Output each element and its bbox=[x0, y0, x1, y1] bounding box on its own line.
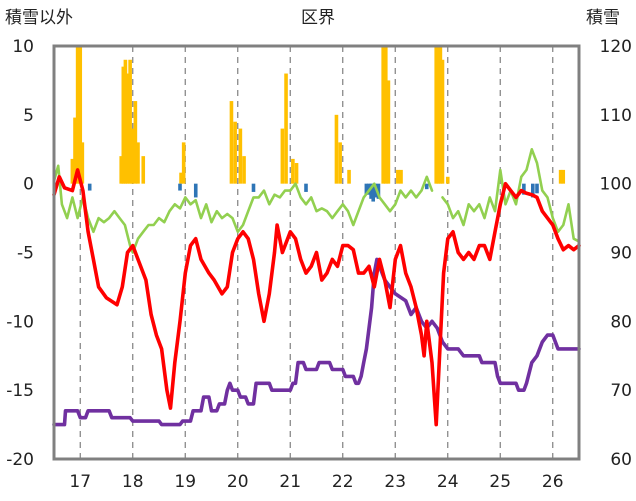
bar-positive-15 bbox=[181, 142, 186, 184]
bar-positive-34 bbox=[438, 46, 443, 184]
bar-positive-2 bbox=[75, 46, 80, 184]
bar-positive-5 bbox=[119, 156, 123, 184]
bar-positive-14 bbox=[179, 172, 183, 184]
bar-negative-0 bbox=[87, 183, 92, 191]
right-tick-label: 90 bbox=[610, 244, 632, 264]
bar-positive-7 bbox=[123, 59, 128, 184]
bar-positive-28 bbox=[384, 46, 388, 184]
bar-positive-26 bbox=[347, 169, 351, 184]
bar-positive-25 bbox=[338, 142, 342, 184]
right-tick-label: 100 bbox=[600, 175, 632, 195]
right-tick-label: 60 bbox=[610, 450, 632, 470]
bar-positive-3 bbox=[78, 46, 83, 184]
bar-negative-5 bbox=[364, 183, 369, 195]
bar-positive-16 bbox=[229, 101, 234, 184]
left-tick-label: -5 bbox=[17, 244, 34, 264]
right-tick-labels: 120 110 100 90 80 70 60 bbox=[600, 37, 632, 470]
bar-negative-7 bbox=[369, 183, 373, 199]
bar-negative-2 bbox=[193, 183, 198, 198]
bar-positive-13 bbox=[141, 156, 146, 184]
x-tick-label: 23 bbox=[384, 472, 406, 492]
bar-positive-4 bbox=[80, 142, 85, 184]
bar-negative-4 bbox=[304, 183, 308, 192]
bar-positive-10 bbox=[130, 128, 135, 184]
bar-positive-24 bbox=[334, 114, 339, 184]
right-axis-title: 積雪 bbox=[586, 8, 620, 28]
right-tick-label: 110 bbox=[600, 106, 632, 126]
bar-positive-35 bbox=[440, 59, 445, 184]
x-tick-label: 21 bbox=[279, 472, 301, 492]
bar-positive-9 bbox=[128, 59, 132, 184]
bar-positive-11 bbox=[133, 101, 138, 184]
left-tick-label: -10 bbox=[6, 312, 34, 332]
chart-title: 区界 bbox=[301, 8, 335, 28]
left-tick-labels: 10 5 0 -5 -10 -15 -20 bbox=[6, 37, 34, 470]
plot-frame bbox=[52, 44, 581, 461]
bar-positive-6 bbox=[121, 66, 126, 184]
bar-positive-29 bbox=[386, 80, 391, 184]
left-tick-label: -20 bbox=[6, 450, 34, 470]
bar-series bbox=[70, 46, 566, 202]
x-tick-label: 26 bbox=[542, 472, 564, 492]
bar-positive-32 bbox=[434, 46, 438, 184]
series-line-0 bbox=[52, 168, 581, 427]
x-tick-label: 22 bbox=[332, 472, 354, 492]
bar-positive-12 bbox=[136, 142, 140, 184]
x-tick-labels: 17 18 19 20 21 22 23 24 25 26 bbox=[69, 472, 563, 492]
bar-positive-18 bbox=[238, 128, 243, 184]
bar-negative-13 bbox=[531, 183, 535, 198]
bar-positive-37 bbox=[558, 169, 563, 184]
x-tick-label: 20 bbox=[227, 472, 249, 492]
bar-positive-30 bbox=[396, 169, 400, 184]
right-tick-label: 80 bbox=[610, 312, 632, 332]
right-tick-label: 70 bbox=[610, 381, 632, 401]
x-tick-label: 25 bbox=[489, 472, 511, 492]
bar-negative-12 bbox=[522, 183, 526, 195]
bar-negative-8 bbox=[371, 183, 375, 202]
left-tick-label: 10 bbox=[12, 37, 34, 57]
left-axis-title: 積雪以外 bbox=[5, 8, 73, 28]
bar-positive-38 bbox=[561, 169, 566, 184]
series-line-2 bbox=[52, 257, 581, 427]
left-tick-label: 0 bbox=[23, 175, 34, 195]
line-series bbox=[52, 148, 581, 427]
bar-positive-23 bbox=[294, 163, 299, 184]
x-tick-label: 19 bbox=[174, 472, 196, 492]
bar-negative-9 bbox=[373, 183, 378, 198]
bar-negative-11 bbox=[424, 183, 429, 190]
x-tick-label: 24 bbox=[437, 472, 459, 492]
bar-positive-36 bbox=[445, 176, 450, 184]
bar-negative-3 bbox=[251, 183, 256, 192]
left-tick-label: -15 bbox=[6, 381, 34, 401]
x-tick-label: 17 bbox=[69, 472, 91, 492]
bar-positive-27 bbox=[381, 46, 385, 184]
bar-positive-33 bbox=[436, 46, 441, 184]
bar-positive-21 bbox=[284, 73, 288, 184]
right-tick-label: 120 bbox=[600, 37, 632, 57]
x-tick-label: 18 bbox=[122, 472, 144, 492]
bar-positive-8 bbox=[125, 73, 130, 184]
bar-negative-14 bbox=[535, 183, 539, 194]
left-tick-label: 5 bbox=[23, 106, 34, 126]
bar-positive-31 bbox=[399, 169, 403, 184]
bar-positive-20 bbox=[280, 128, 285, 184]
bar-positive-17 bbox=[233, 121, 237, 184]
bar-positive-0 bbox=[70, 158, 75, 184]
bar-positive-1 bbox=[73, 117, 77, 184]
bar-positive-19 bbox=[242, 156, 246, 184]
bar-negative-1 bbox=[178, 183, 182, 191]
bar-positive-22 bbox=[291, 158, 295, 184]
